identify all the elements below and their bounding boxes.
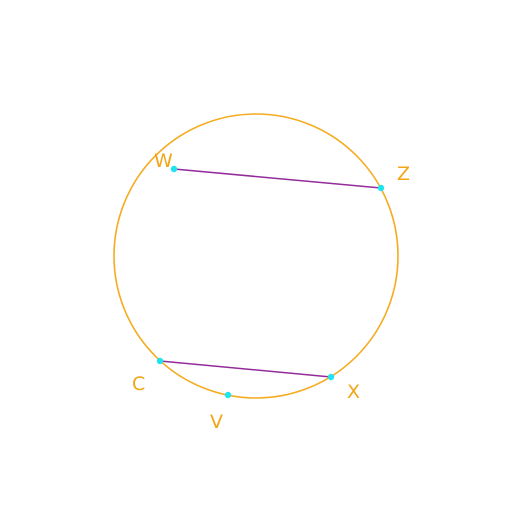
circle	[113, 113, 399, 399]
point-z	[377, 184, 385, 192]
chord-c-x	[159, 360, 332, 378]
point-w	[170, 165, 178, 173]
label-w: W	[154, 150, 173, 172]
point-v	[224, 391, 232, 399]
chord-w-z	[173, 168, 382, 189]
point-x	[327, 373, 335, 381]
label-c: C	[132, 373, 145, 395]
label-x: X	[347, 381, 360, 403]
label-z: Z	[397, 163, 410, 185]
label-v: V	[210, 411, 223, 433]
point-c	[156, 357, 164, 365]
